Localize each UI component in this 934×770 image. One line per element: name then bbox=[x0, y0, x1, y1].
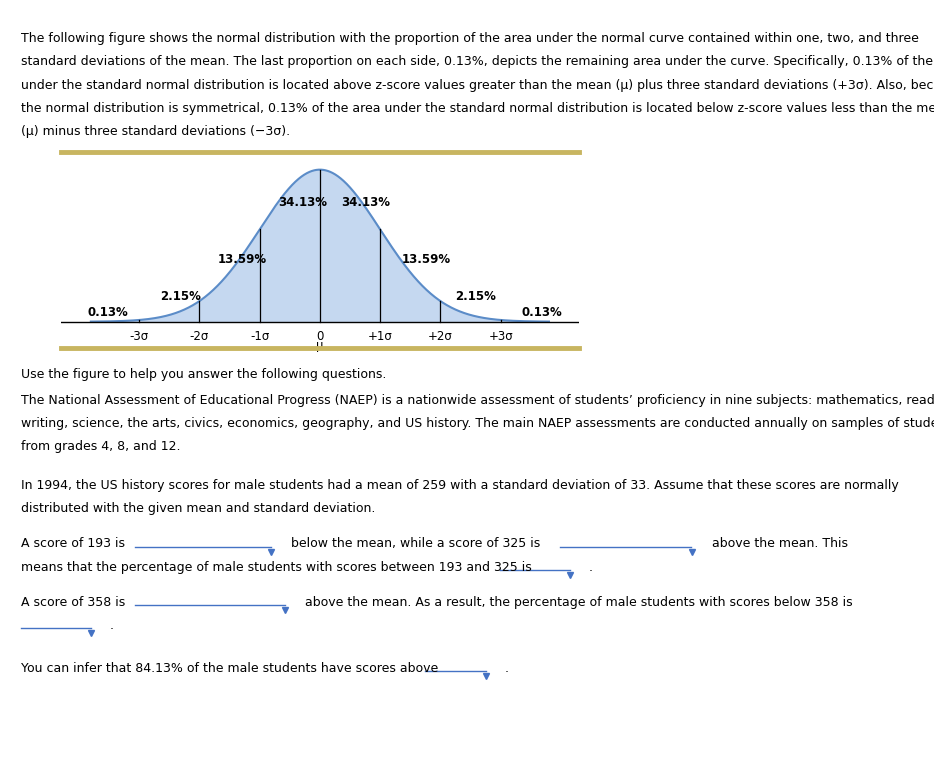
Text: the normal distribution is symmetrical, 0.13% of the area under the standard nor: the normal distribution is symmetrical, … bbox=[21, 102, 934, 115]
Text: A score of 358 is: A score of 358 is bbox=[21, 596, 125, 609]
Text: +3σ: +3σ bbox=[488, 330, 513, 343]
Text: under the standard normal distribution is located above z-score values greater t: under the standard normal distribution i… bbox=[21, 79, 934, 92]
Text: above the mean. This: above the mean. This bbox=[712, 537, 848, 551]
Text: In 1994, the US history scores for male students had a mean of 259 with a standa: In 1994, the US history scores for male … bbox=[21, 479, 899, 492]
Text: 2.15%: 2.15% bbox=[160, 290, 201, 303]
Text: above the mean. As a result, the percentage of male students with scores below 3: above the mean. As a result, the percent… bbox=[305, 596, 853, 609]
Text: 0.13%: 0.13% bbox=[88, 306, 129, 320]
Text: 0: 0 bbox=[317, 330, 323, 343]
Text: 13.59%: 13.59% bbox=[218, 253, 266, 266]
Text: means that the percentage of male students with scores between 193 and 325 is: means that the percentage of male studen… bbox=[21, 561, 531, 574]
Text: .: . bbox=[109, 619, 113, 632]
Text: writing, science, the arts, civics, economics, geography, and US history. The ma: writing, science, the arts, civics, econ… bbox=[21, 417, 934, 430]
Text: 2.15%: 2.15% bbox=[456, 290, 496, 303]
Text: -1σ: -1σ bbox=[250, 330, 269, 343]
Text: μ: μ bbox=[316, 339, 324, 352]
Text: The National Assessment of Educational Progress (NAEP) is a nationwide assessmen: The National Assessment of Educational P… bbox=[21, 394, 934, 407]
Text: (μ) minus three standard deviations (−3σ).: (μ) minus three standard deviations (−3σ… bbox=[21, 125, 290, 138]
Text: +2σ: +2σ bbox=[428, 330, 453, 343]
Text: -2σ: -2σ bbox=[190, 330, 209, 343]
Text: The following figure shows the normal distribution with the proportion of the ar: The following figure shows the normal di… bbox=[21, 32, 918, 45]
Text: 13.59%: 13.59% bbox=[402, 253, 450, 266]
Text: Use the figure to help you answer the following questions.: Use the figure to help you answer the fo… bbox=[21, 368, 386, 381]
Text: 34.13%: 34.13% bbox=[277, 196, 327, 209]
Text: .: . bbox=[504, 662, 508, 675]
Text: below the mean, while a score of 325 is: below the mean, while a score of 325 is bbox=[291, 537, 541, 551]
Text: .: . bbox=[588, 561, 592, 574]
Text: 34.13%: 34.13% bbox=[341, 196, 390, 209]
Text: +1σ: +1σ bbox=[368, 330, 392, 343]
Text: A score of 193 is: A score of 193 is bbox=[21, 537, 124, 551]
Text: 0.13%: 0.13% bbox=[522, 306, 562, 320]
Text: -3σ: -3σ bbox=[130, 330, 149, 343]
Text: You can infer that 84.13% of the male students have scores above: You can infer that 84.13% of the male st… bbox=[21, 662, 438, 675]
Text: from grades 4, 8, and 12.: from grades 4, 8, and 12. bbox=[21, 440, 180, 454]
Text: distributed with the given mean and standard deviation.: distributed with the given mean and stan… bbox=[21, 502, 375, 515]
Text: standard deviations of the mean. The last proportion on each side, 0.13%, depict: standard deviations of the mean. The las… bbox=[21, 55, 934, 69]
